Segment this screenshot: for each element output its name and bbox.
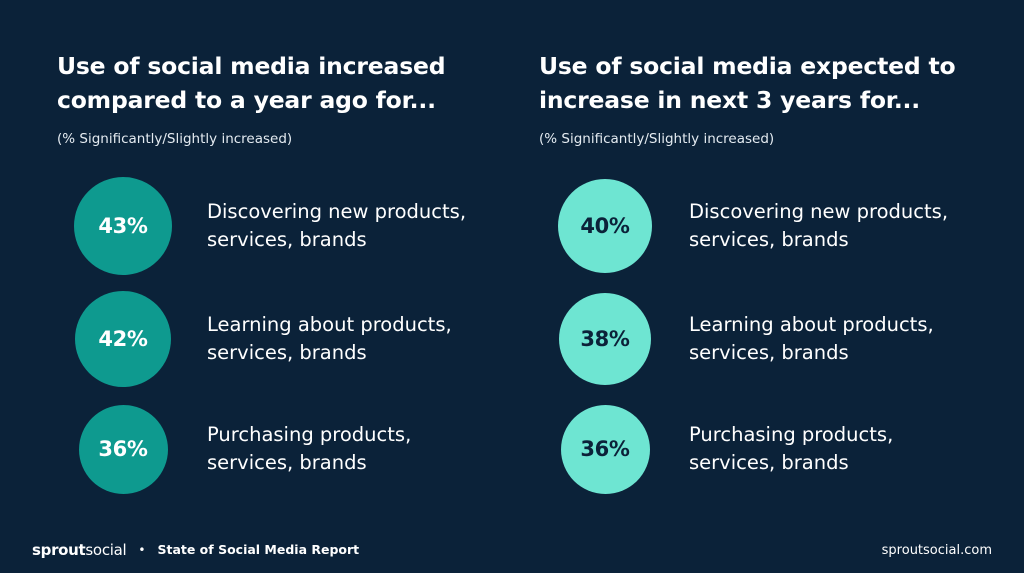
value-bubble: 36% [78,404,168,494]
value-bubble: 43% [74,177,172,275]
chart-title-line: Use of social media increased [57,52,446,80]
item-label-line: services, brands [207,228,367,251]
footer-separator: • [138,543,146,557]
chart-item: 42% Learning about products, services, b… [57,289,517,389]
value-bubble: 38% [559,293,651,385]
chart-item: 43% Discovering new products, services, … [57,176,517,276]
sproutsocial-logo: sproutsocial [32,541,127,559]
item-label: Purchasing products, services, brands [689,421,989,477]
item-label-line: Purchasing products, [689,423,894,446]
footer-site-url: sproutsocial.com [881,543,992,558]
report-title: State of Social Media Report [157,542,360,557]
value-bubble: 40% [558,179,652,273]
item-label: Learning about products, services, brand… [689,311,989,367]
chart-item: 36% Purchasing products, services, brand… [539,399,999,499]
item-label: Learning about products, services, brand… [207,311,507,367]
item-label-line: Learning about products, [689,313,934,336]
logo-bold-text: sprout [32,541,86,559]
item-label-line: services, brands [207,341,367,364]
value-bubble: 42% [75,291,171,387]
item-label-line: Purchasing products, [207,423,412,446]
footer-brand: sproutsocial • State of Social Media Rep… [32,541,359,559]
chart-title: Use of social media expected to increase… [539,49,999,117]
chart-title-line: Use of social media expected to [539,52,956,80]
chart-item: 40% Discovering new products, services, … [539,176,999,276]
item-label-line: Learning about products, [207,313,452,336]
chart-title-line: compared to a year ago for... [57,86,436,114]
chart-title-line: increase in next 3 years for... [539,86,921,114]
chart-subtitle: (% Significantly/Slightly increased) [57,131,293,147]
item-label: Purchasing products, services, brands [207,421,507,477]
item-label-line: services, brands [689,451,849,474]
item-label-line: Discovering new products, [689,200,949,223]
item-label: Discovering new products, services, bran… [207,198,507,254]
chart-subtitle: (% Significantly/Slightly increased) [539,131,775,147]
item-label: Discovering new products, services, bran… [689,198,989,254]
item-label-line: services, brands [207,451,367,474]
chart-item: 36% Purchasing products, services, brand… [57,399,517,499]
value-bubble: 36% [560,404,650,494]
chart-item: 38% Learning about products, services, b… [539,289,999,389]
item-label-line: services, brands [689,341,849,364]
item-label-line: services, brands [689,228,849,251]
chart-title: Use of social media increased compared t… [57,49,517,117]
item-label-line: Discovering new products, [207,200,467,223]
logo-light-text: social [85,541,127,559]
